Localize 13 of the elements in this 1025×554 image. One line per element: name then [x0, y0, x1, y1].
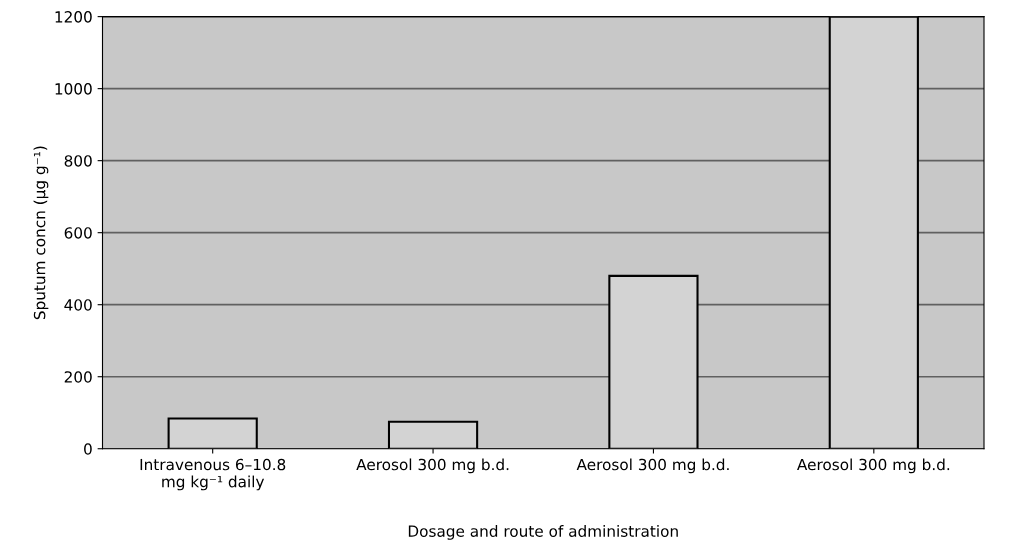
y-tick-label: 400	[64, 299, 92, 311]
x-tick-label: Aerosol 300 mg b.d.	[356, 458, 509, 474]
y-tick-label: 0	[84, 443, 92, 455]
y-tick-label: 200	[64, 371, 92, 383]
y-tick-label: 1000	[55, 83, 92, 95]
y-axis-title: Sputum concn (μg g⁻¹)	[33, 146, 49, 320]
y-tick-label: 800	[64, 155, 92, 167]
x-tick-label: Intravenous 6–10.8 mg kg⁻¹ daily	[140, 458, 286, 491]
x-axis-title: Dosage and route of administration	[408, 525, 678, 540]
y-tick-label: 1200	[55, 11, 92, 23]
y-tick-label: 600	[64, 227, 92, 239]
x-tick-label: Aerosol 300 mg b.d.	[576, 458, 729, 474]
x-tick-label: Aerosol 300 mg b.d.	[797, 458, 950, 474]
